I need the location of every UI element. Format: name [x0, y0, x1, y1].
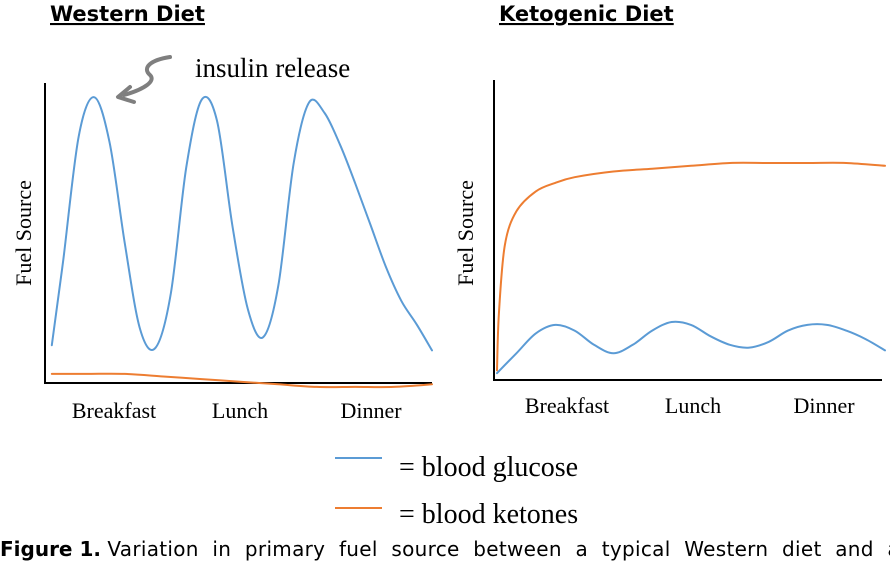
x-tick-label-lunch: Lunch	[212, 398, 268, 423]
x-tick-labels-ketogenic: Breakfast Lunch Dinner	[525, 393, 855, 418]
panel-title-western: Western Diet	[50, 2, 205, 26]
caption-label: Figure 1.	[0, 537, 101, 561]
annotation-arrowhead	[116, 85, 136, 104]
series-layer-ketogenic	[496, 161, 886, 375]
x-tick-label-dinner: Dinner	[793, 393, 855, 418]
series-line-ketones-western	[50, 372, 433, 389]
annotation-arrow	[122, 55, 172, 97]
series-line-glucose-western	[50, 95, 433, 352]
series-line-ketones-ketogenic	[496, 161, 886, 372]
figure-caption: Figure 1. Variation in primary fuel sour…	[0, 536, 890, 562]
x-tick-label-breakfast: Breakfast	[72, 398, 156, 423]
annotation-insulin-release: insulin release	[195, 53, 350, 83]
panel-title-ketogenic: Ketogenic Diet	[499, 2, 674, 26]
x-tick-label-dinner: Dinner	[340, 398, 402, 423]
x-tick-labels-western: Breakfast Lunch Dinner	[72, 398, 402, 423]
legend-label-glucose: = blood glucose	[399, 452, 578, 483]
legend-label-ketones: = blood ketones	[399, 499, 578, 530]
y-axis-label-ketogenic: Fuel Source	[453, 180, 478, 286]
x-tick-label-breakfast: Breakfast	[525, 393, 609, 418]
caption-text: Variation in primary fuel source between…	[107, 537, 890, 561]
y-axis-label-western: Fuel Source	[11, 180, 36, 286]
series-layer-western	[50, 95, 433, 389]
western-diet-panel: Western Diet Fuel Source Breakfast Lunch…	[11, 2, 433, 423]
ketogenic-diet-panel: Ketogenic Diet Fuel Source Breakfast Lun…	[453, 2, 886, 418]
legend: = blood glucose = blood ketones	[335, 452, 578, 530]
series-line-glucose-ketogenic	[496, 320, 886, 375]
x-tick-label-lunch: Lunch	[665, 393, 721, 418]
